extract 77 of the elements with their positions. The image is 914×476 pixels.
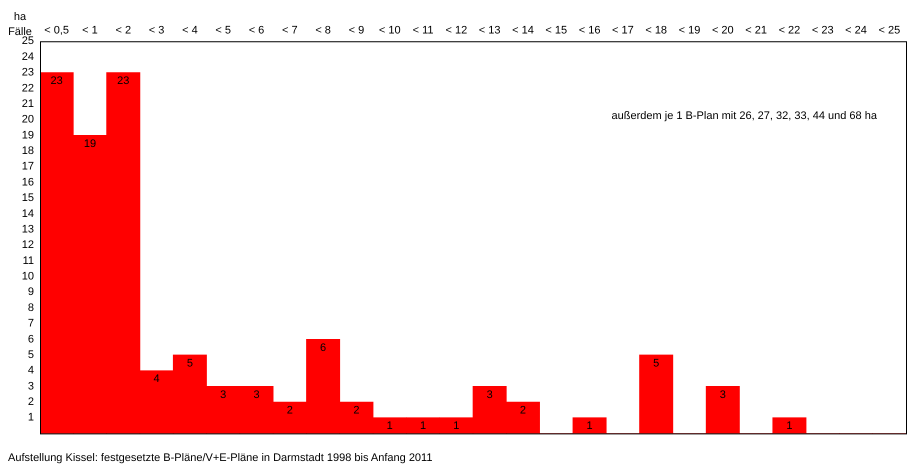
x-tick-label: < 6 <box>248 24 264 37</box>
x-tick-label: < 11 <box>412 24 434 37</box>
data-label: 1 <box>453 420 460 432</box>
text: Aufstellung Kissel: festgesetzte B-Pläne/V+E-Pläne in Darmstadt 1998 bis Anfang 2011 <box>8 452 432 464</box>
y-tick-label: 8 <box>28 302 34 314</box>
x-tick-label: < 4 <box>182 24 198 37</box>
y-tick-label: 18 <box>22 145 34 158</box>
data-label: 1 <box>786 420 792 432</box>
x-tick-label: < 2 <box>115 24 132 37</box>
x-tick-label: < 16 <box>578 24 600 37</box>
y-tick-label: 9 <box>28 286 34 298</box>
y-tick-label: 23 <box>22 66 34 79</box>
x-tick-label: < 25 <box>878 24 900 37</box>
x-tick-label: < 20 <box>712 24 734 37</box>
data-label: 2 <box>286 404 293 417</box>
y-tick-label: 17 <box>22 160 34 173</box>
x-tick-label: < 3 <box>148 24 164 37</box>
data-label: 3 <box>220 388 226 401</box>
bar <box>639 354 674 434</box>
data-label: 23 <box>50 75 63 88</box>
x-tick-label: < 24 <box>845 24 867 37</box>
x-tick-label: < 1 <box>82 24 98 37</box>
y-tick-label: 20 <box>22 114 34 126</box>
x-tick-label: < 18 <box>645 24 668 37</box>
y-tick-label: 24 <box>22 50 34 63</box>
data-label: 5 <box>653 357 660 370</box>
data-label: 23 <box>117 75 130 88</box>
y-tick-label: 16 <box>22 176 34 188</box>
x-tick-label: < 12 <box>445 24 468 37</box>
annotation: außerdem je 1 B-Plan mit 26, 27, 32, 33, 44 und 68 ha <box>612 110 878 122</box>
y-tick-label: 19 <box>22 129 34 142</box>
x-tick-label: < 13 <box>478 24 501 37</box>
y-tick-label: 22 <box>22 82 34 94</box>
data-label: 1 <box>586 420 593 432</box>
x-tick-label: < 23 <box>812 24 834 37</box>
data-label: 1 <box>420 420 426 432</box>
y-tick-label: 1 <box>28 412 34 424</box>
data-label: 1 <box>386 420 393 432</box>
y-tick-label: 4 <box>28 364 34 377</box>
y-tick-label: 3 <box>28 380 34 392</box>
x-tick-label: < 10 <box>378 24 401 37</box>
data-label: 3 <box>720 388 726 401</box>
x-tick-label: < 22 <box>778 24 800 37</box>
x-tick-label: < 0,5 <box>44 24 70 37</box>
data-label: 2 <box>353 404 360 417</box>
data-label: 3 <box>253 388 260 401</box>
bar <box>772 417 806 434</box>
x-tick-label: < 15 <box>545 24 568 37</box>
x-tick-label: < 8 <box>315 24 331 37</box>
x-tick-label: < 19 <box>678 24 700 37</box>
y-tick-label: 7 <box>28 318 34 330</box>
y-tick-label: 2 <box>28 396 34 408</box>
y-tick-label: 14 <box>22 208 34 220</box>
y-tick-label: 25 <box>22 35 34 48</box>
y-tick-label: 10 <box>22 270 34 283</box>
y-tick-label: 15 <box>22 192 34 204</box>
x-tick-label: < 17 <box>612 24 634 37</box>
y-tick-label: 21 <box>22 98 34 110</box>
y-tick-label: 13 <box>22 223 34 236</box>
data-label: 3 <box>486 388 493 401</box>
x-tick-label: < 5 <box>215 24 231 37</box>
data-label: 5 <box>186 357 193 370</box>
x-tick-label: < 21 <box>745 24 767 37</box>
data-label: 19 <box>84 138 96 150</box>
bar <box>706 386 740 434</box>
data-label: 4 <box>154 373 160 386</box>
y-tick-label: 5 <box>28 348 34 361</box>
x-tick-label: < 7 <box>282 24 298 37</box>
x-tick-label: < 9 <box>348 24 364 37</box>
y-tick-label: 12 <box>22 239 34 252</box>
data-label: 6 <box>320 342 326 354</box>
y-tick-label: 6 <box>28 333 34 346</box>
x-axis-title: ha <box>14 11 27 24</box>
data-label: 2 <box>520 404 526 417</box>
bar <box>572 417 607 434</box>
y-tick-label: 11 <box>22 254 34 267</box>
x-tick-label: < 14 <box>512 24 534 37</box>
